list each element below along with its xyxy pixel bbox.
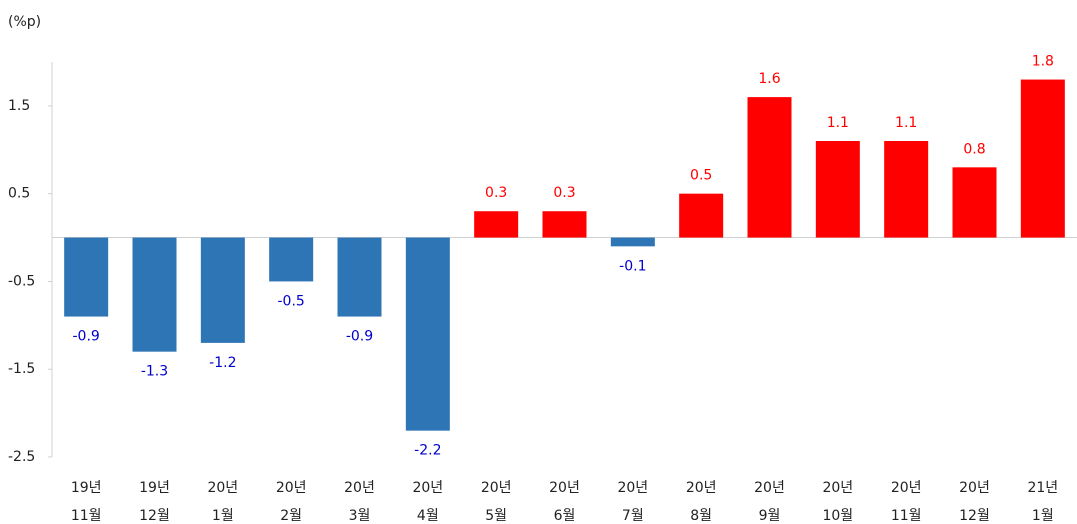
- bar: [815, 141, 860, 238]
- x-tick-label: 3월: [349, 508, 371, 524]
- data-label: 0.3: [485, 185, 507, 201]
- x-tick-label: 8월: [690, 508, 712, 524]
- data-label: 0.3: [553, 185, 575, 201]
- x-tick-label: 20년: [276, 480, 307, 496]
- x-tick-label: 20년: [686, 480, 717, 496]
- y-tick-label: -0.5: [8, 273, 35, 289]
- data-label: -0.1: [619, 258, 646, 274]
- x-tick-label: 20년: [344, 480, 375, 496]
- x-tick-label: 11월: [71, 508, 102, 524]
- bar: [542, 211, 587, 238]
- data-label: -1.3: [141, 364, 168, 380]
- x-tick-label: 12월: [139, 508, 170, 524]
- x-tick-label: 12월: [959, 508, 990, 524]
- x-tick-label: 10월: [822, 508, 853, 524]
- data-label: 1.1: [895, 115, 917, 131]
- x-tick-label: 20년: [549, 480, 580, 496]
- data-label: 1.6: [758, 71, 780, 87]
- x-tick-label: 20년: [754, 480, 785, 496]
- x-tick-label: 20년: [207, 480, 238, 496]
- bar: [405, 237, 450, 431]
- data-label: 1.8: [1032, 54, 1054, 70]
- x-tick-label: 1월: [212, 508, 234, 524]
- y-axis-label: (%p): [8, 14, 41, 30]
- x-tick-label: 6월: [554, 508, 576, 524]
- data-label: 0.8: [963, 141, 985, 157]
- x-tick-label: 20년: [959, 480, 990, 496]
- x-tick-label: 4월: [417, 508, 439, 524]
- x-tick-label: 20년: [822, 480, 853, 496]
- x-tick-label: 7월: [622, 508, 644, 524]
- x-tick-label: 11월: [891, 508, 922, 524]
- data-label: -0.9: [73, 329, 100, 345]
- bar: [64, 237, 109, 317]
- bar: [337, 237, 382, 317]
- y-tick-label: 0.5: [8, 186, 30, 202]
- x-tick-label: 20년: [891, 480, 922, 496]
- x-tick-label: 20년: [481, 480, 512, 496]
- data-label: -0.5: [278, 293, 305, 309]
- data-label: -2.2: [414, 443, 441, 459]
- x-tick-label: 19년: [71, 480, 102, 496]
- bar: [1020, 79, 1065, 238]
- y-tick-label: 1.5: [8, 98, 30, 114]
- bar: [679, 193, 724, 238]
- x-tick-label: 20년: [412, 480, 443, 496]
- bar: [884, 141, 929, 238]
- x-tick-label: 5월: [485, 508, 507, 524]
- x-tick-label: 19년: [139, 480, 170, 496]
- x-tick-label: 20년: [617, 480, 648, 496]
- x-tick-label: 2월: [280, 508, 302, 524]
- y-tick-label: -2.5: [8, 449, 35, 465]
- data-label: -0.9: [346, 329, 373, 345]
- bar: [747, 97, 792, 238]
- y-tick-label: -1.5: [8, 361, 35, 377]
- bar: [200, 237, 245, 343]
- x-tick-label: 1월: [1032, 508, 1054, 524]
- data-label: 1.1: [827, 115, 849, 131]
- bar: [474, 211, 519, 238]
- data-label: -1.2: [209, 355, 236, 371]
- data-label: 0.5: [690, 168, 712, 184]
- bar: [610, 237, 655, 247]
- x-tick-label: 21년: [1027, 480, 1058, 496]
- bar: [132, 237, 177, 352]
- bar: [269, 237, 314, 282]
- x-tick-label: 9월: [759, 508, 781, 524]
- bar: [952, 167, 997, 238]
